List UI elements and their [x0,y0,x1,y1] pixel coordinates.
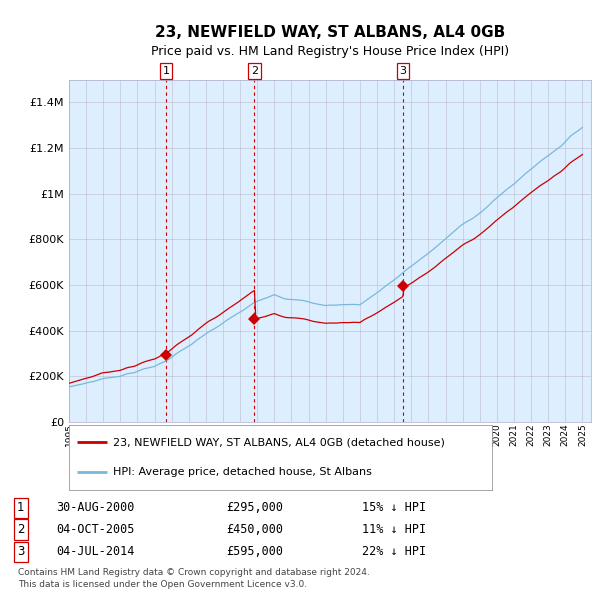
Text: 23, NEWFIELD WAY, ST ALBANS, AL4 0GB (detached house): 23, NEWFIELD WAY, ST ALBANS, AL4 0GB (de… [113,437,445,447]
Text: 2: 2 [17,523,25,536]
Text: 15% ↓ HPI: 15% ↓ HPI [362,502,427,514]
Text: HPI: Average price, detached house, St Albans: HPI: Average price, detached house, St A… [113,467,372,477]
Text: 3: 3 [17,545,25,558]
Text: 1: 1 [17,502,25,514]
Text: 04-OCT-2005: 04-OCT-2005 [56,523,135,536]
Text: 22% ↓ HPI: 22% ↓ HPI [362,545,427,558]
Text: £295,000: £295,000 [226,502,283,514]
Text: 30-AUG-2000: 30-AUG-2000 [56,502,135,514]
Text: 2: 2 [251,66,258,76]
Text: 3: 3 [400,66,406,76]
Text: £450,000: £450,000 [226,523,283,536]
Text: 11% ↓ HPI: 11% ↓ HPI [362,523,427,536]
Text: 1: 1 [163,66,169,76]
Text: Contains HM Land Registry data © Crown copyright and database right 2024.
This d: Contains HM Land Registry data © Crown c… [18,568,370,589]
Text: 23, NEWFIELD WAY, ST ALBANS, AL4 0GB: 23, NEWFIELD WAY, ST ALBANS, AL4 0GB [155,25,505,40]
Text: 04-JUL-2014: 04-JUL-2014 [56,545,135,558]
Text: £595,000: £595,000 [226,545,283,558]
Text: Price paid vs. HM Land Registry's House Price Index (HPI): Price paid vs. HM Land Registry's House … [151,45,509,58]
